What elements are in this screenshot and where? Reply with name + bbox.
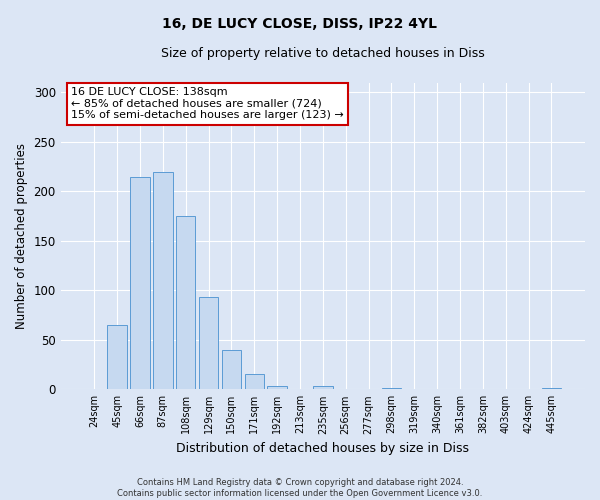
Bar xyxy=(107,325,127,390)
Bar xyxy=(199,298,218,390)
Y-axis label: Number of detached properties: Number of detached properties xyxy=(15,143,28,329)
Text: 16, DE LUCY CLOSE, DISS, IP22 4YL: 16, DE LUCY CLOSE, DISS, IP22 4YL xyxy=(163,18,437,32)
Bar xyxy=(542,388,561,390)
Bar xyxy=(176,216,196,390)
Bar xyxy=(245,374,264,390)
Bar xyxy=(382,388,401,390)
Text: Contains HM Land Registry data © Crown copyright and database right 2024.
Contai: Contains HM Land Registry data © Crown c… xyxy=(118,478,482,498)
Bar xyxy=(313,386,332,390)
Title: Size of property relative to detached houses in Diss: Size of property relative to detached ho… xyxy=(161,48,485,60)
Text: 16 DE LUCY CLOSE: 138sqm
← 85% of detached houses are smaller (724)
15% of semi-: 16 DE LUCY CLOSE: 138sqm ← 85% of detach… xyxy=(71,87,344,120)
Bar xyxy=(153,172,173,390)
Bar xyxy=(130,176,149,390)
Bar xyxy=(268,386,287,390)
Bar xyxy=(221,350,241,390)
X-axis label: Distribution of detached houses by size in Diss: Distribution of detached houses by size … xyxy=(176,442,469,455)
